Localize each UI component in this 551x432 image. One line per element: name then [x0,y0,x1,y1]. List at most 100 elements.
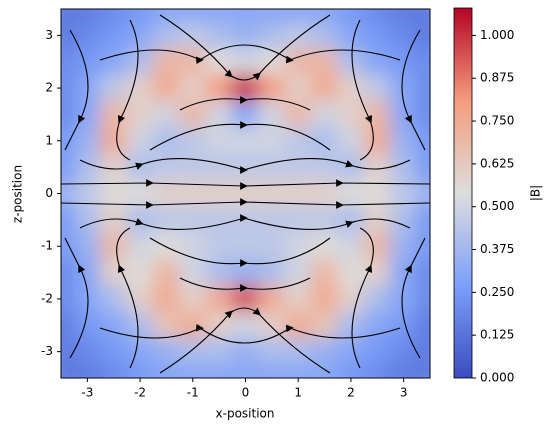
field-cell [284,48,312,76]
field-cell [389,232,418,260]
colorbar [454,8,472,378]
field-cell [100,153,128,181]
field-cell [337,364,365,378]
field-cell [389,337,418,366]
field-cell [389,179,418,208]
field-cell [337,9,365,23]
field-cell [126,285,154,313]
field-cell [126,337,154,366]
field-cell [363,311,391,339]
field-cell [258,206,286,234]
field-cell [337,337,365,366]
field-cell [126,9,154,23]
field-cell [363,179,391,208]
field-cell [152,337,181,366]
field-cell [416,179,430,208]
field-cell [126,364,154,378]
field-cell [73,179,102,208]
field-cell [284,9,312,23]
field-cell [100,337,128,366]
field-cell [126,21,154,50]
field-cell [61,206,75,234]
field-cell [205,206,233,234]
colorbar-tick-label: 1.000 [480,28,514,42]
field-cell [416,232,430,260]
colorbar-tick-label: 0.000 [480,371,514,385]
colorbar-tick-label: 0.750 [480,114,514,128]
field-cell [152,311,181,339]
field-cell [179,9,207,23]
field-cell [73,48,102,76]
y-tick-label: -3 [41,344,53,358]
field-cell [337,100,365,129]
field-cell [61,48,75,76]
field-cell [152,74,181,102]
field-cell [126,179,154,208]
field-cell [73,311,102,339]
colorbar-tick-label: 0.625 [480,156,514,170]
field-cell [205,9,233,23]
field-cell [258,9,286,23]
field-cell [126,127,154,155]
field-cell [61,127,75,155]
field-cell [231,232,260,260]
y-axis-label: z-position [11,165,25,223]
field-cell [179,258,207,287]
y-tick-label: -2 [41,291,53,305]
field-cell [61,258,75,287]
field-cell [284,258,312,287]
field-cell [179,127,207,155]
field-cell [284,74,312,102]
field-cell [310,285,339,313]
field-cell [100,48,128,76]
field-cell [126,258,154,287]
field-cell [126,311,154,339]
field-cell [100,179,128,208]
field-cell [152,9,181,23]
field-cell [152,21,181,50]
field-cell [310,311,339,339]
field-cell [73,337,102,366]
field-cell [310,127,339,155]
field [61,9,430,378]
field-cell [205,364,233,378]
field-cell [61,311,75,339]
colorbar-tick-label: 0.375 [480,242,514,256]
field-cell [100,9,128,23]
colorbar-frame [453,7,473,379]
field-cell [337,153,365,181]
field-cell [416,258,430,287]
field-cell [61,179,75,208]
field-cell [310,21,339,50]
field-cell [61,232,75,260]
field-cell [100,21,128,50]
field-cell [100,285,128,313]
field-cell [310,337,339,366]
field-cell [258,74,286,102]
field-cell [231,311,260,339]
field-cell [363,337,391,366]
field-cell [205,337,233,366]
field-cell [416,100,430,129]
streamlines [61,14,430,374]
x-tick-label: 0 [242,386,250,400]
field-cell [258,21,286,50]
field-cell [284,311,312,339]
x-tick-label: 2 [347,386,355,400]
field-cell [310,258,339,287]
field-cell [179,153,207,181]
colorbar-label: |B| [529,185,543,201]
field-cell [205,74,233,102]
field-cell [179,100,207,129]
field-cell [337,127,365,155]
field-cell [205,127,233,155]
field-cell [416,127,430,155]
field-cell [416,74,430,102]
field-cell [73,153,102,181]
field-cell [389,285,418,313]
field-cell [231,48,260,76]
field-cell [179,232,207,260]
field-cell [284,364,312,378]
field-cell [389,206,418,234]
field-cell [73,364,102,378]
